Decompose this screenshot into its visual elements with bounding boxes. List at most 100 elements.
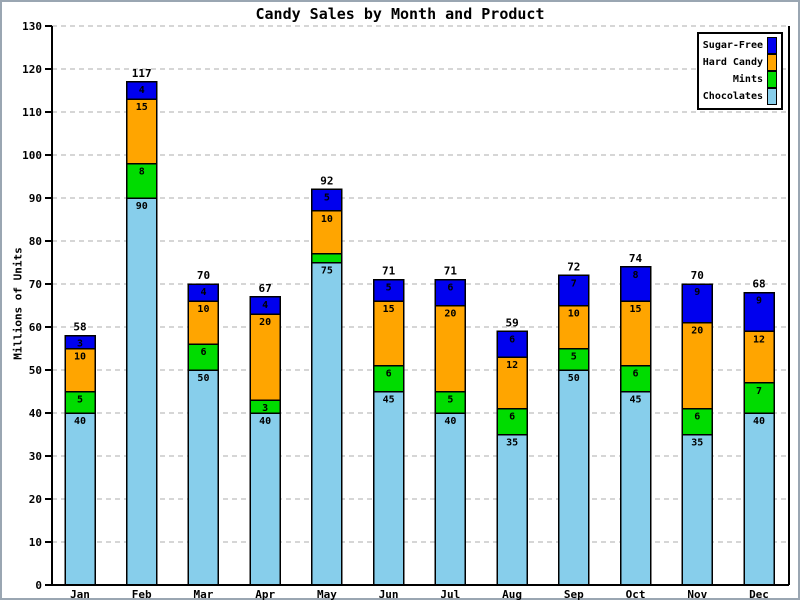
svg-text:90: 90 [29,192,42,205]
legend-item-sugar-free: Sugar-Free [702,37,777,54]
svg-text:8: 8 [139,167,145,178]
svg-text:Feb: Feb [132,588,152,601]
svg-text:40: 40 [74,416,86,427]
svg-text:20: 20 [444,309,456,320]
svg-text:Jun: Jun [379,588,399,601]
svg-text:58: 58 [73,321,86,334]
svg-text:71: 71 [444,265,458,278]
svg-text:5: 5 [324,192,330,203]
legend-label-hard-candy: Hard Candy [702,57,763,68]
svg-text:5: 5 [447,395,453,406]
svg-text:4: 4 [200,287,206,298]
svg-text:71: 71 [382,265,396,278]
svg-text:Apr: Apr [255,588,275,601]
svg-text:45: 45 [630,395,642,406]
legend: Sugar-Free Hard Candy Mints Chocolates [697,32,783,110]
svg-text:9: 9 [756,296,762,307]
svg-text:7: 7 [571,278,577,289]
svg-text:May: May [317,588,337,601]
legend-item-chocolates: Chocolates [702,88,777,105]
svg-text:7: 7 [756,386,762,397]
svg-text:6: 6 [386,369,392,380]
svg-text:70: 70 [29,278,42,291]
svg-text:6: 6 [200,347,206,358]
svg-text:110: 110 [22,106,42,119]
svg-text:12: 12 [753,334,765,345]
svg-text:30: 30 [29,450,42,463]
svg-text:6: 6 [633,369,639,380]
svg-text:90: 90 [136,201,148,212]
svg-text:45: 45 [383,395,395,406]
svg-text:Aug: Aug [502,588,522,601]
svg-text:9: 9 [694,287,700,298]
svg-text:8: 8 [633,270,639,281]
svg-text:Jul: Jul [440,588,460,601]
svg-text:6: 6 [694,412,700,423]
svg-text:15: 15 [383,304,395,315]
svg-text:67: 67 [259,282,272,295]
svg-text:10: 10 [197,304,209,315]
svg-text:12: 12 [506,360,518,371]
legend-swatch-chocolates-icon [767,88,777,105]
svg-text:59: 59 [505,316,518,329]
svg-text:15: 15 [630,304,642,315]
svg-text:10: 10 [321,214,333,225]
legend-label-mints: Mints [732,74,763,85]
svg-text:72: 72 [567,260,580,273]
svg-text:50: 50 [197,373,209,384]
svg-text:20: 20 [259,317,271,328]
svg-text:6: 6 [447,283,453,294]
svg-text:40: 40 [753,416,765,427]
svg-text:40: 40 [444,416,456,427]
legend-item-mints: Mints [703,71,777,88]
svg-text:3: 3 [262,403,268,414]
svg-text:100: 100 [22,149,42,162]
svg-text:35: 35 [506,438,518,449]
svg-text:10: 10 [29,536,42,549]
svg-text:6: 6 [509,412,515,423]
svg-text:Jan: Jan [70,588,90,601]
svg-text:5: 5 [77,395,83,406]
svg-text:Nov: Nov [687,588,707,601]
svg-text:6: 6 [509,334,515,345]
svg-text:130: 130 [22,20,42,33]
svg-text:10: 10 [74,352,86,363]
svg-text:4: 4 [262,300,268,311]
svg-text:0: 0 [35,579,42,592]
svg-text:20: 20 [691,326,703,337]
svg-text:10: 10 [568,309,580,320]
legend-item-hard-candy: Hard Candy [702,54,777,71]
svg-text:3: 3 [77,339,83,350]
svg-text:50: 50 [29,364,42,377]
svg-text:20: 20 [29,493,42,506]
legend-label-sugar-free: Sugar-Free [702,40,763,51]
svg-text:50: 50 [568,373,580,384]
svg-text:80: 80 [29,235,42,248]
legend-swatch-mints-icon [767,71,777,88]
svg-text:4: 4 [139,85,145,96]
svg-text:5: 5 [386,283,392,294]
svg-text:15: 15 [136,102,148,113]
svg-text:117: 117 [132,67,152,80]
svg-text:40: 40 [29,407,42,420]
legend-swatch-sugar-free-icon [767,37,777,54]
svg-text:74: 74 [629,252,643,265]
svg-text:40: 40 [259,416,271,427]
svg-text:120: 120 [22,63,42,76]
svg-text:35: 35 [691,438,703,449]
svg-text:Oct: Oct [626,588,646,601]
svg-text:Sep: Sep [564,588,584,601]
legend-swatch-hard-candy-icon [767,54,777,71]
svg-text:68: 68 [752,278,765,291]
chart-title: Candy Sales by Month and Product [255,5,545,23]
svg-text:Mar: Mar [194,588,214,601]
svg-text:Dec: Dec [749,588,769,601]
svg-text:70: 70 [197,269,210,282]
svg-text:60: 60 [29,321,42,334]
legend-label-chocolates: Chocolates [702,91,763,102]
svg-text:75: 75 [321,266,333,277]
svg-text:5: 5 [571,352,577,363]
svg-text:70: 70 [691,269,704,282]
